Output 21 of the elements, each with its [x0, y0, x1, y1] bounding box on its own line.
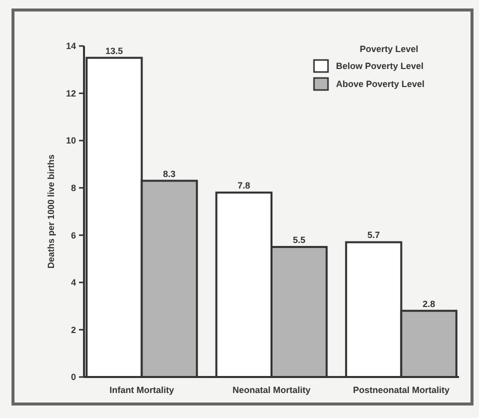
- data-label: 2.8: [422, 298, 436, 309]
- legend-title: Poverty Level: [360, 44, 418, 54]
- y-tick-label: 0: [70, 372, 76, 382]
- legend-label: Below Poverty Level: [336, 61, 424, 72]
- data-label: 13.5: [105, 46, 123, 56]
- y-tick-label: 8: [70, 183, 76, 194]
- y-tick-label: 12: [66, 88, 76, 98]
- y-tick-label: 6: [70, 230, 76, 240]
- data-label: 5.7: [367, 230, 380, 240]
- x-tick-label: Neonatal Mortality: [232, 385, 311, 395]
- x-tick-label: Postneonatal Mortality: [353, 385, 450, 395]
- data-label: 8.3: [163, 168, 176, 179]
- data-label: 5.5: [292, 234, 306, 245]
- x-tick-label: Infant Mortality: [109, 385, 174, 395]
- y-axis-title: Deaths per 1000 live births: [46, 154, 56, 269]
- y-tick-label: 4: [70, 278, 76, 288]
- y-tick-label: 10: [66, 136, 76, 146]
- y-tick-label: 2: [70, 324, 76, 335]
- y-tick-label: 14: [66, 41, 76, 52]
- data-label: 7.8: [238, 180, 250, 191]
- legend-label: Above Poverty Level: [336, 79, 425, 90]
